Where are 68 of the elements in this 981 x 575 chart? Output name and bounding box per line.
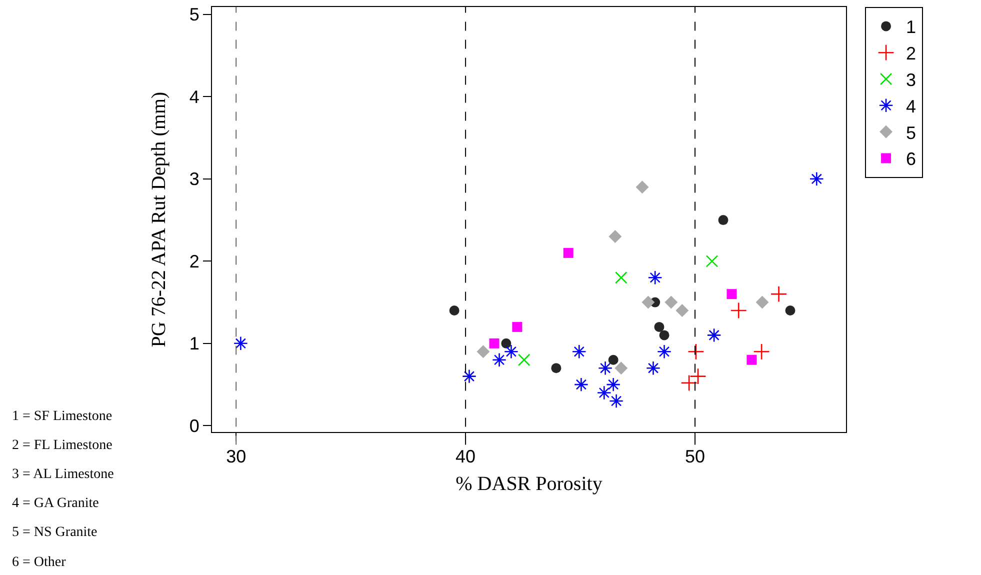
- point: [636, 180, 649, 194]
- legend-label: 6: [906, 149, 916, 170]
- legend-label: 5: [906, 122, 916, 143]
- point: [657, 344, 672, 359]
- text: 4 = GA Granite: [12, 496, 99, 511]
- text: 6 = Other: [12, 555, 66, 570]
- y-tick-label: 4: [189, 86, 200, 107]
- point: [646, 360, 660, 376]
- point: [614, 271, 628, 284]
- point: [504, 344, 518, 359]
- point: [706, 255, 718, 268]
- point: [785, 306, 796, 316]
- legend-label: 3: [906, 70, 916, 90]
- x-tick-label: 50: [684, 446, 706, 467]
- y-tick-label: 5: [189, 4, 200, 25]
- point: [563, 248, 574, 258]
- point: [756, 296, 769, 309]
- point: [608, 354, 618, 365]
- y-tick-label: 1: [189, 334, 200, 354]
- y-axis-title: PG 76-22 APA Rut Depth (mm): [148, 92, 170, 348]
- point: [233, 336, 248, 351]
- point: [492, 352, 507, 368]
- point: [501, 338, 512, 348]
- point: [596, 386, 612, 400]
- point: [688, 343, 704, 360]
- point: [574, 377, 588, 392]
- point: [706, 328, 722, 342]
- legend-label: 1: [906, 17, 916, 38]
- point: [654, 322, 664, 332]
- point: [809, 172, 824, 186]
- point: [770, 286, 788, 302]
- text: 3 = AL Limestone: [12, 467, 114, 482]
- point: [718, 215, 728, 226]
- point: [572, 344, 586, 359]
- point: [609, 394, 624, 408]
- point: [680, 374, 698, 392]
- point: [518, 354, 530, 366]
- legend-label: 2: [906, 44, 916, 64]
- point: [659, 330, 670, 340]
- text: 5 = NS Granite: [12, 525, 98, 540]
- text: 1 = SF Limestone: [12, 409, 112, 424]
- point: [730, 302, 747, 319]
- point: [512, 322, 522, 332]
- x-tick-label: 40: [456, 446, 476, 467]
- point: [676, 304, 689, 318]
- point: [476, 345, 490, 358]
- y-tick-label: 2: [189, 251, 200, 272]
- y-tick-label: 0: [189, 416, 200, 436]
- point: [608, 230, 622, 243]
- point: [449, 306, 460, 316]
- point: [753, 343, 770, 360]
- y-tick-label: 3: [189, 169, 200, 190]
- point: [489, 338, 500, 348]
- legend-label: 4: [906, 96, 916, 116]
- point: [648, 270, 662, 285]
- point: [642, 296, 655, 309]
- point: [462, 369, 476, 384]
- point: [551, 363, 562, 374]
- point: [614, 362, 628, 375]
- point: [664, 296, 678, 309]
- point: [746, 354, 757, 365]
- text: 2 = FL Limestone: [12, 438, 112, 453]
- point: [598, 360, 613, 376]
- point: [726, 289, 737, 300]
- point: [690, 368, 706, 385]
- x-axis-title: % DASR Porosity: [456, 473, 602, 496]
- x-tick-label: 30: [226, 446, 246, 467]
- point: [606, 377, 621, 392]
